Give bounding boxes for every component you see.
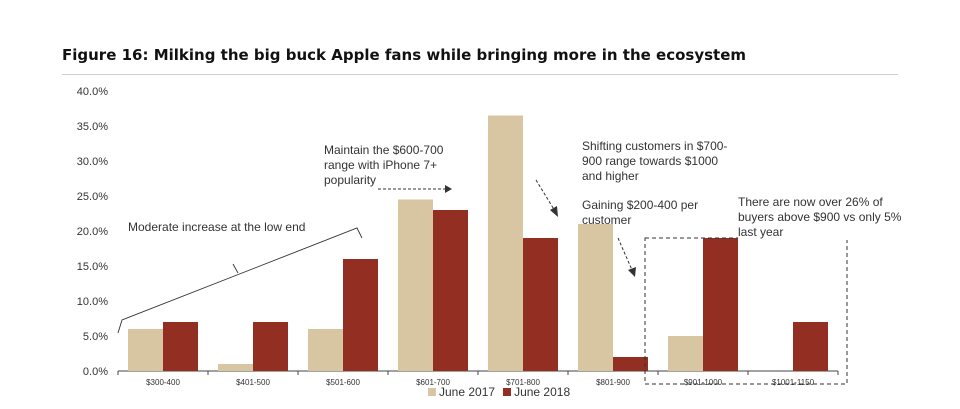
x-tick-label: $901-1000: [684, 378, 723, 387]
bar-june-2017: [218, 364, 253, 371]
y-tick-label: 5.0%: [83, 331, 108, 343]
dashed-arrow-gaining-head: [628, 267, 636, 277]
dashed-arrow-shift: [535, 179, 556, 212]
bar-june-2017: [398, 199, 433, 371]
bar-june-2018: [793, 322, 828, 371]
y-tick-label: 30.0%: [77, 156, 108, 168]
x-tick-label: $300-400: [146, 378, 180, 387]
legend-swatch-2018: [503, 388, 512, 396]
annotation-gaining: Gaining $200-400 per customer: [582, 198, 699, 227]
x-tick-label: $701-800: [506, 378, 540, 387]
y-tick-label: 0.0%: [83, 366, 108, 378]
bar-june-2018: [343, 259, 378, 371]
x-tick-label: $601-700: [416, 378, 450, 387]
legend-label-2018: June 2018: [514, 385, 571, 399]
bar-june-2017: [668, 336, 703, 371]
bar-june-2018: [433, 210, 468, 371]
y-tick-label: 20.0%: [77, 226, 108, 238]
bar-june-2018: [523, 238, 558, 371]
legend-label-2017: June 2017: [439, 385, 496, 399]
bar-june-2018: [163, 322, 198, 371]
title-divider: [62, 74, 898, 75]
y-tick-label: 15.0%: [77, 261, 108, 273]
x-tick-label: $801-900: [596, 378, 630, 387]
dashed-arrow-gaining: [617, 237, 633, 271]
dashed-arrow-shift-head: [550, 206, 558, 217]
y-tick-label: 35.0%: [77, 121, 108, 133]
x-tick-label: $1001-1150: [772, 378, 815, 387]
y-tick-label: 10.0%: [77, 296, 108, 308]
y-tick-label: 40.0%: [77, 86, 108, 98]
bar-june-2017: [128, 329, 163, 371]
bar-june-2017: [488, 115, 523, 371]
bar-june-2017: [578, 224, 613, 371]
annotation-shifting: Shifting customers in $700-900 range tow…: [582, 139, 728, 183]
annotation-maintain: Maintain the $600-700 range with iPhone …: [324, 143, 444, 187]
x-tick-label: $501-600: [326, 378, 360, 387]
annotation-low-end: Moderate increase at the low end: [128, 220, 306, 234]
x-tick-label: $401-500: [236, 378, 270, 387]
bar-june-2017: [308, 329, 343, 371]
bar-june-2018: [703, 238, 738, 371]
low-end-bracket: [117, 227, 363, 334]
y-tick-label: 25.0%: [77, 191, 108, 203]
annotation-over-26: There are now over 26% of buyers above $…: [738, 195, 906, 240]
figure-title: Figure 16: Milking the big buck Apple fa…: [62, 46, 747, 64]
low-end-bracket-tick: [232, 263, 239, 274]
legend-swatch-2017: [428, 388, 436, 396]
bar-june-2018: [253, 322, 288, 371]
dashed-arrow-right-head: [445, 185, 452, 193]
bar-june-2018: [613, 357, 648, 371]
legend: June 2017 June 2018: [420, 385, 570, 399]
